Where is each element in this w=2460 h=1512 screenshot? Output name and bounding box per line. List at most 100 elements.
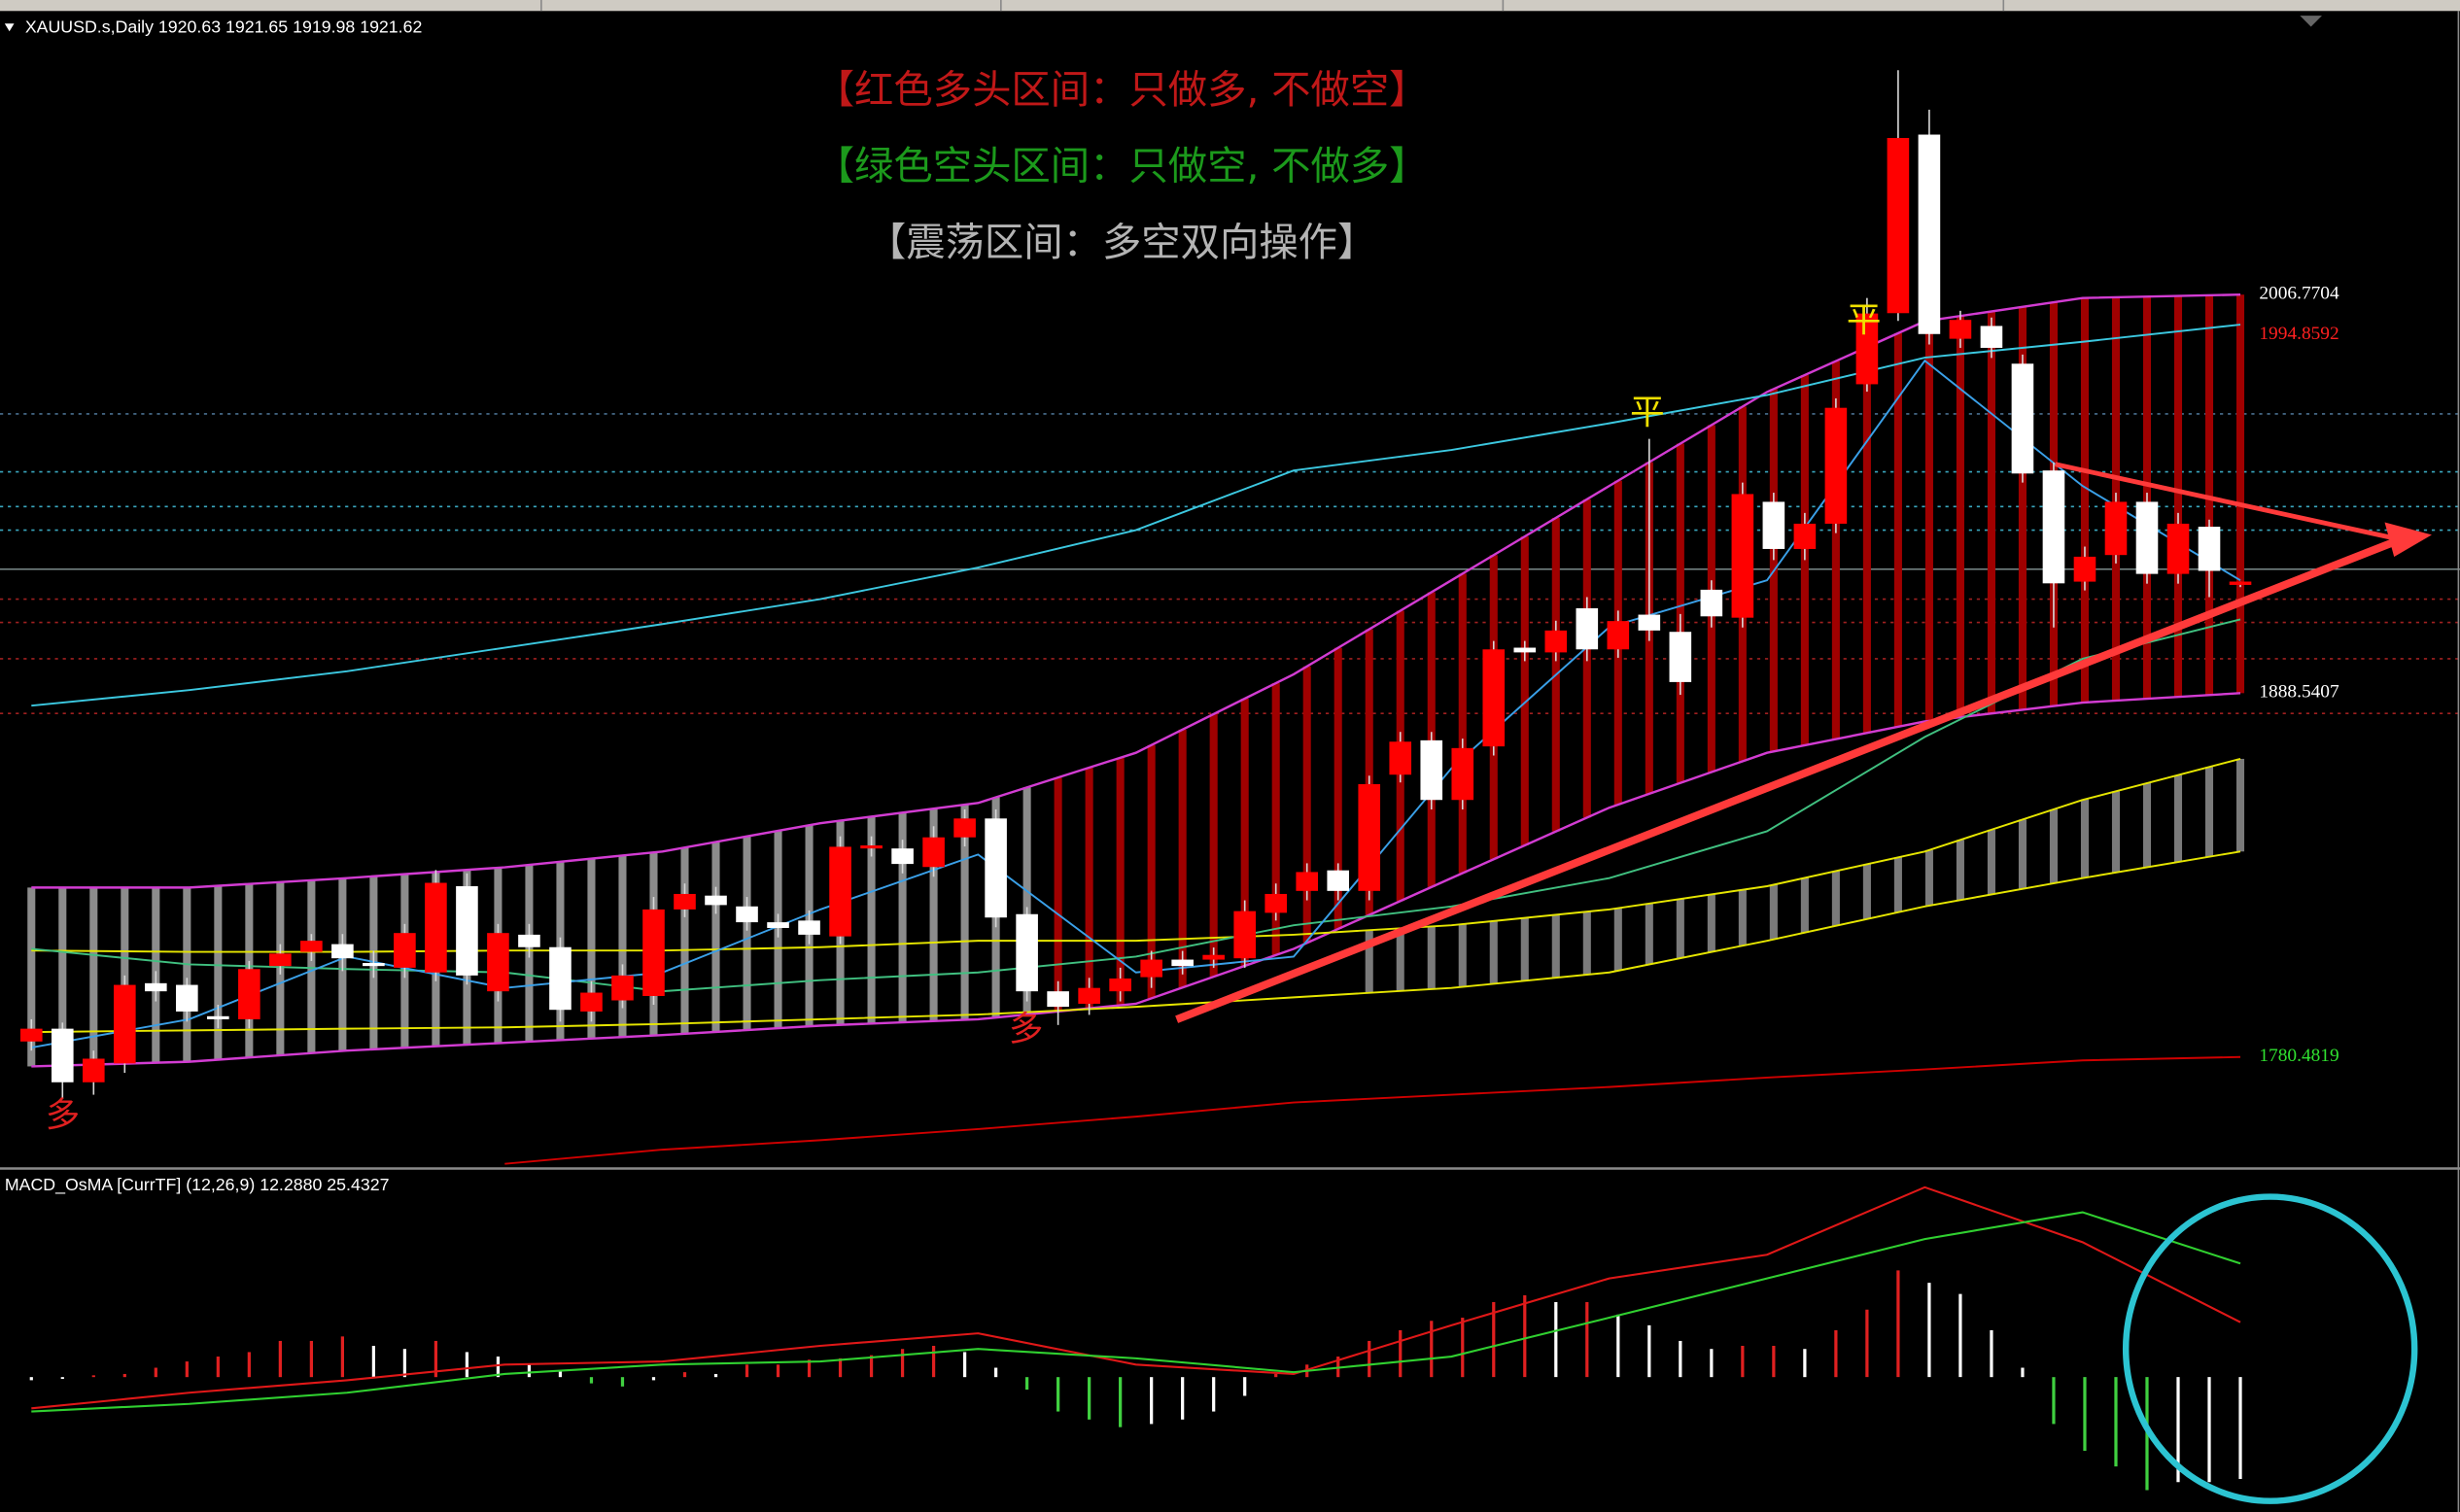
candle-body: [1887, 137, 1910, 314]
symbol-header: XAUUSD.s,Daily 1920.63 1921.65 1919.98 1…: [25, 17, 423, 37]
candle-body: [922, 837, 945, 868]
candle-body: [1389, 741, 1412, 775]
band-bar: [1800, 374, 1809, 745]
candle-body: [1109, 978, 1131, 992]
channel-bar: [2173, 774, 2183, 863]
band-bar: [2204, 294, 2214, 696]
band-bar: [58, 887, 67, 1066]
arrow-head: [2384, 522, 2432, 558]
candle-body: [19, 1028, 43, 1042]
candle-body: [145, 982, 167, 992]
candle-body: [2011, 363, 2034, 474]
candle-body: [1855, 313, 1879, 385]
candle-body: [487, 933, 509, 992]
candle-body: [860, 845, 883, 849]
candle-body: [1607, 621, 1630, 650]
candle-body: [1638, 614, 1661, 631]
ma-line: [504, 1055, 2241, 1165]
candle-body: [2229, 581, 2252, 585]
band-bar: [1240, 698, 1249, 966]
band-bar: [680, 847, 689, 1034]
candle-body: [1513, 647, 1537, 653]
channel-bar: [1831, 871, 1840, 926]
channel-bar: [2204, 767, 2214, 857]
candle-body: [1265, 893, 1287, 913]
macd-line: [31, 1186, 2241, 1410]
band-bar: [1924, 320, 1933, 721]
band-bar: [2018, 306, 2027, 710]
channel-bar: [1769, 884, 1778, 940]
band-bar: [1302, 666, 1311, 944]
band-bar: [1054, 777, 1062, 1012]
candle-body: [580, 992, 603, 1012]
candle-body: [705, 895, 727, 906]
zone-note: 【震荡区间：多空双向操作】: [867, 220, 1376, 265]
channel-bar: [1520, 917, 1529, 981]
band-line: [31, 692, 2241, 1068]
signal-annotation: 平: [1630, 393, 1665, 432]
channel-bar: [1396, 928, 1404, 991]
candle-body: [1949, 320, 1972, 339]
candle-body: [114, 984, 136, 1064]
price-label: 2006.7704: [2259, 284, 2339, 304]
channel-bar: [1551, 914, 1560, 979]
candle-body: [1544, 630, 1568, 653]
price-label: 1888.5407: [2259, 682, 2339, 703]
price-label: 1780.4819: [2259, 1046, 2339, 1066]
channel-bar: [1800, 877, 1809, 933]
candle-body: [363, 963, 385, 967]
band-bar: [929, 808, 938, 1021]
candle-body: [1762, 501, 1785, 549]
channel-bar: [2142, 782, 2152, 868]
candle-body: [736, 906, 758, 923]
channel-bar: [1489, 920, 1498, 984]
candle-body: [1576, 607, 1599, 650]
candle-body: [1202, 954, 1225, 960]
candle-body: [1420, 739, 1443, 801]
candle-body: [549, 946, 572, 1011]
candle-body: [331, 944, 354, 959]
channel-bar: [1956, 840, 1964, 901]
candle-body: [953, 818, 976, 838]
menu-arrow[interactable]: [4, 23, 15, 32]
candle-body: [51, 1028, 74, 1082]
band-bar: [1147, 744, 1156, 999]
price-label: 1994.8592: [2259, 324, 2339, 344]
candle-body: [1824, 407, 1848, 524]
candle-body: [238, 969, 260, 1019]
band-bar: [1209, 713, 1218, 978]
candle-body: [674, 893, 696, 910]
candle-body: [1047, 991, 1069, 1008]
ma-line: [31, 618, 2241, 993]
band-bar: [1676, 443, 1684, 783]
channel-bar: [1645, 903, 1653, 965]
band-bar: [1334, 647, 1342, 929]
candle-body: [611, 975, 634, 1001]
band-bar: [2173, 295, 2183, 698]
band-bar: [1893, 332, 1902, 727]
zone-note: 【绿色空头区间：只做空, 不做多】: [815, 144, 1429, 189]
band-bar: [867, 816, 876, 1024]
trend-line: [1175, 535, 2403, 1023]
candle-body: [425, 882, 447, 973]
indicator-label: MACD_OsMA [CurrTF] (12,26,9) 12.2880 25.…: [5, 1175, 390, 1195]
candle-body: [2042, 470, 2065, 584]
candle-body: [1731, 494, 1754, 618]
channel-bar: [1893, 857, 1902, 912]
scroll-arrow[interactable]: [2300, 16, 2322, 27]
band-bar: [214, 885, 223, 1060]
candle-body: [829, 846, 851, 937]
channel-bar: [1613, 908, 1622, 971]
candle-body: [1233, 911, 1256, 959]
channel-line: [31, 850, 2241, 1034]
band-bar: [27, 887, 36, 1067]
candle-body: [1918, 134, 1941, 334]
candle-body: [1171, 959, 1194, 967]
band-bar: [1116, 757, 1125, 1006]
candle-body: [1669, 632, 1692, 682]
candle-body: [1016, 913, 1038, 992]
band-bar: [1831, 361, 1840, 739]
channel-bar: [1582, 911, 1591, 975]
